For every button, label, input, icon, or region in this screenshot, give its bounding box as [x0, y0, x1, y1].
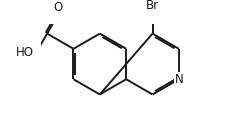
Text: HO: HO	[16, 46, 34, 59]
Text: N: N	[175, 73, 183, 86]
Text: O: O	[53, 1, 62, 14]
Text: Br: Br	[146, 0, 159, 12]
